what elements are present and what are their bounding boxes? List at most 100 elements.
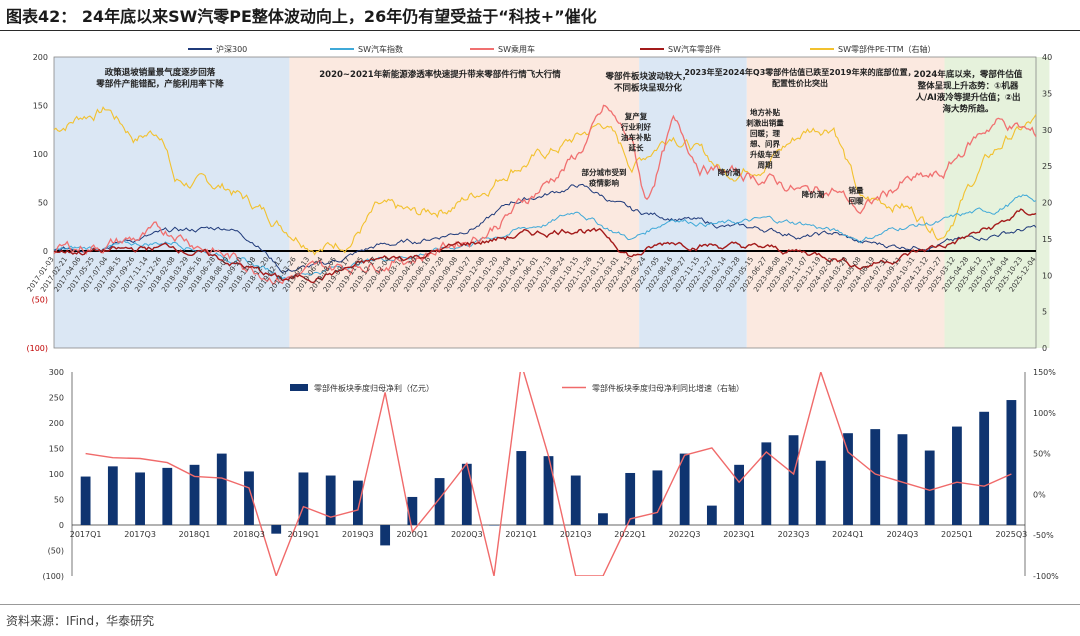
right-tick-label: -100%: [1033, 572, 1059, 581]
profit-bar: [652, 470, 663, 525]
profit-bar: [625, 472, 636, 525]
x-tick-label: 2023Q3: [778, 530, 810, 539]
annotation-text: 整体呈现上升态势：①机器: [918, 81, 1019, 92]
profit-bar: [788, 435, 799, 525]
profit-bar: [244, 471, 254, 525]
annotation-text: 配置性价比突出: [772, 78, 828, 88]
profit-bar: [407, 496, 418, 525]
left-tick-label: (50): [32, 296, 48, 305]
profit-bar: [679, 453, 690, 525]
left-tick-label: 100: [33, 150, 48, 159]
annotation-text: 回暖: [849, 196, 864, 206]
right-tick-label: 35: [1042, 89, 1052, 98]
annotation-text: 销量: [849, 185, 864, 195]
shaded-period-4: [746, 57, 945, 348]
annotation-text: 零部件板块波动较大，: [604, 71, 690, 82]
right-tick-label: 20: [1042, 199, 1052, 208]
x-tick-label: 2018Q1: [179, 530, 211, 539]
shaded-period-3: [639, 57, 747, 348]
left-tick-label: (100): [42, 572, 64, 581]
annotation-text: 2020~2021年新能源渗透率快速提升带来零部件行情飞大行情: [319, 69, 561, 80]
profit-bar: [298, 472, 309, 525]
annotation-text: 复产复: [624, 111, 648, 121]
left-tick-label: 200: [33, 53, 48, 62]
x-tick-label: 2021Q3: [560, 530, 592, 539]
profit-bar: [80, 476, 91, 525]
profit-bar: [897, 434, 908, 525]
annotation-text: 政策退坡销量景气度逐步回落: [105, 67, 216, 78]
annotation-text: 不同板块呈现分化: [614, 83, 683, 94]
series-sw-pv-line: [53, 104, 1037, 285]
profit-bar: [598, 513, 608, 525]
source-note: 资料来源：IFind，华泰研究: [6, 614, 155, 628]
profit-bar: [216, 453, 227, 525]
x-tick-label: 2019Q3: [342, 530, 374, 539]
profit-bar: [380, 525, 391, 546]
series-pe-line: [53, 106, 1037, 256]
left-tick-label: (100): [26, 344, 48, 353]
annotation-text: 行业利好: [620, 122, 651, 132]
annotation-text: 回暖；理: [750, 128, 780, 139]
right-tick-label: 0%: [1033, 490, 1046, 499]
x-tick-label: 2020Q1: [396, 530, 428, 539]
profit-bar: [135, 472, 145, 525]
legend-label: 零部件板块季度归母净利（亿元）: [314, 383, 434, 393]
annotation-text: 降价潮: [718, 167, 741, 177]
profit-bar: [516, 451, 527, 525]
legend-bar-swatch: [290, 384, 308, 391]
annotation-text: 地方补贴: [750, 107, 780, 117]
annotation-text: 2023年至2024年Q3零部件估值已跌至2019年来的底部位置，: [684, 67, 915, 77]
shaded-period-2: [289, 57, 640, 348]
series-hs300-line: [53, 183, 1037, 274]
profit-bar: [543, 456, 554, 525]
profit-bar: [271, 525, 282, 534]
annotation-text: 零部件产能错配，产能利用率下降: [95, 79, 224, 90]
annotation-text: 想、问界: [750, 139, 780, 149]
profit-bar: [870, 429, 881, 525]
right-tick-label: 150%: [1033, 368, 1056, 377]
series-sw-auto-line: [53, 194, 1037, 280]
right-tick-label: 50%: [1033, 450, 1051, 459]
left-tick-label: 100: [49, 470, 64, 479]
left-tick-label: 300: [49, 368, 64, 377]
profit-bar: [815, 460, 826, 525]
profit-bar: [107, 466, 118, 525]
profit-bar: [734, 464, 745, 525]
annotation-text: 疫情影响: [589, 178, 619, 188]
title-bar: 图表42： 24年底以来SW汽零PE整体波动向上，26年仍有望受益于“科技+”催…: [0, 0, 1080, 31]
profit-bar: [979, 411, 990, 525]
footer-divider: [0, 604, 1080, 605]
left-tick-label: 0: [43, 247, 48, 256]
legend-label: SW汽车零部件: [668, 44, 721, 54]
right-tick-label: 40: [1042, 53, 1052, 62]
annotation-text: 升级车型: [750, 149, 780, 159]
series-sw-parts-line: [53, 208, 1037, 284]
legend-label: SW零部件PE-TTM（右轴）: [838, 44, 936, 54]
right-tick-label: -50%: [1033, 531, 1054, 540]
x-tick-label: 2025Q1: [941, 530, 973, 539]
profit-bar: [489, 525, 499, 526]
annotation-text: 部分城市受到: [582, 167, 627, 177]
left-tick-label: 150: [49, 445, 64, 454]
profit-bar: [843, 433, 853, 525]
profit-bar: [461, 463, 472, 525]
x-tick-label: 2017Q3: [124, 530, 156, 539]
annotation-text: 油车补贴: [621, 132, 651, 142]
profit-bar: [325, 475, 336, 525]
x-tick-label: 2020Q3: [451, 530, 483, 539]
legend-label: 零部件板块季度归母净利同比增速（右轴）: [592, 383, 744, 393]
left-tick-label: 200: [49, 419, 64, 428]
profit-bar: [1006, 400, 1017, 525]
profit-bar: [706, 505, 717, 525]
legend-label: 沪深300: [216, 44, 247, 54]
x-tick-label: 2024Q1: [832, 530, 864, 539]
x-tick-label: 2022Q1: [614, 530, 646, 539]
left-tick-label: 0: [59, 521, 64, 530]
right-tick-label: 25: [1042, 162, 1052, 171]
shaded-period-5: [944, 57, 1050, 348]
page-title: 图表42： 24年底以来SW汽零PE整体波动向上，26年仍有望受益于“科技+”催…: [6, 7, 597, 26]
right-tick-label: 100%: [1033, 409, 1056, 418]
x-tick-label: 2019Q1: [288, 530, 320, 539]
x-tick-label: 2023Q1: [723, 530, 755, 539]
profit-bar: [352, 480, 363, 525]
